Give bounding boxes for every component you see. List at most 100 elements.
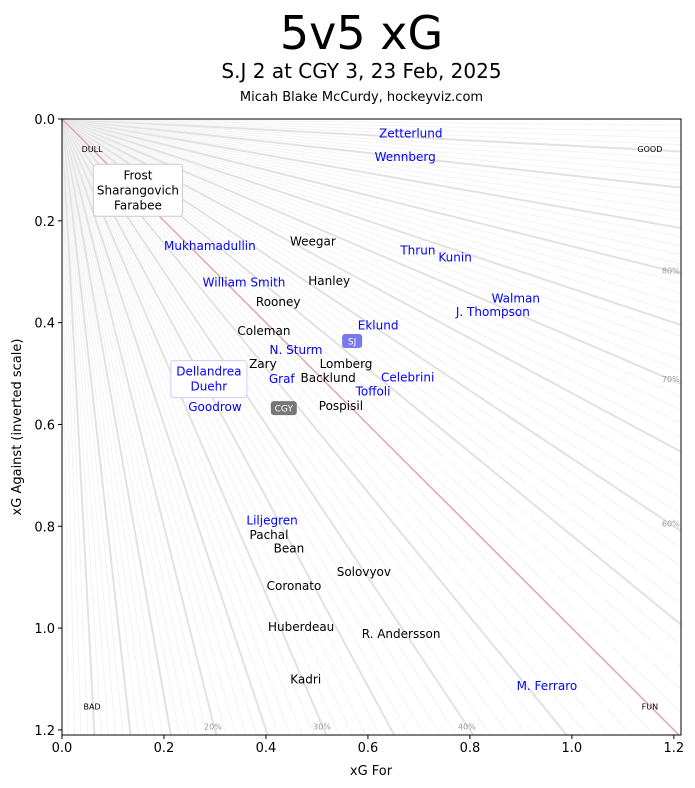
ratio-ray xyxy=(61,118,682,167)
player-label: Dellandrea xyxy=(176,365,241,379)
ratio-ray xyxy=(61,118,682,212)
ratio-ray xyxy=(61,118,510,736)
player-label: Thrun xyxy=(399,243,435,257)
ratio-ray xyxy=(61,118,425,736)
ratio-ray xyxy=(61,118,682,204)
corner-label: BAD xyxy=(84,702,101,711)
player-label: William Smith xyxy=(203,275,286,289)
ratio-ray xyxy=(61,118,208,736)
player-label: Celebrini xyxy=(381,370,434,384)
chart-credit: Micah Blake McCurdy, hockeyviz.com xyxy=(239,90,484,105)
ratio-ray xyxy=(61,118,124,736)
ratio-ray xyxy=(61,118,682,238)
ratio-ray xyxy=(61,118,682,372)
ratio-ray xyxy=(61,118,218,736)
ratio-ray xyxy=(61,118,441,736)
player-label: Zetterlund xyxy=(379,126,443,140)
x-tick-label: 0.6 xyxy=(358,741,379,756)
ratio-ray xyxy=(61,118,247,736)
ratio-ray xyxy=(61,118,682,196)
x-tick-label: 0.4 xyxy=(256,741,277,756)
x-axis-label: xG For xyxy=(350,764,393,779)
y-tick-label: 0.8 xyxy=(34,520,55,535)
player-label: Huberdeau xyxy=(268,620,334,634)
chart-marks: DULL GOOD BAD FUN 20% 30% 40% 80% 70% 60% FrostSha… xyxy=(82,126,680,731)
ratio-ray xyxy=(61,118,682,139)
player-group-box xyxy=(92,163,184,217)
ratio-ray xyxy=(61,118,303,736)
ratio-ray xyxy=(61,118,155,736)
ratio-ray xyxy=(61,118,410,736)
player-label: Lomberg xyxy=(320,357,373,371)
ratio-ray xyxy=(61,118,548,736)
player-label: Solovyov xyxy=(337,565,391,579)
team-marker xyxy=(270,401,297,416)
player-label: Goodrow xyxy=(188,400,242,414)
player-label: Farabee xyxy=(114,198,162,212)
ratio-ray xyxy=(61,118,682,360)
ratio-ray xyxy=(61,118,475,736)
axes: 0.0 0.2 0.4 0.6 0.8 1.0 1.2 0.0 0.2 0.4 0.6 0.8 1.0 1… xyxy=(34,113,684,756)
ratio-ray xyxy=(61,118,457,736)
player-label: Liljegren xyxy=(246,514,297,528)
even-diagonal xyxy=(61,118,680,736)
ratio-ray xyxy=(61,118,682,153)
ratio-ray xyxy=(61,118,682,714)
ratio-ray xyxy=(61,118,682,315)
x-tick-label: 1.2 xyxy=(664,741,685,756)
y-tick-label: 1.2 xyxy=(34,724,55,739)
player-label: Wennberg xyxy=(375,150,436,164)
ratio-ray xyxy=(61,118,82,736)
ratio-ray xyxy=(61,118,682,230)
player-label: R. Andersson xyxy=(362,627,441,641)
ratio-ray xyxy=(61,118,588,736)
ratio-ray xyxy=(61,118,269,736)
percent-label: 20% xyxy=(204,722,222,731)
ratio-ray xyxy=(61,118,198,736)
player-label: Sharangovich xyxy=(97,183,179,197)
ratio-ray xyxy=(61,118,528,736)
ratio-ray xyxy=(61,118,682,275)
ratio-ray xyxy=(61,118,682,146)
y-axis-label: xG Against (inverted scale) xyxy=(10,339,25,516)
percent-label: 60% xyxy=(662,520,680,529)
ratio-ray xyxy=(61,118,328,736)
ratio-ray xyxy=(61,118,227,736)
percent-label: 80% xyxy=(662,267,680,276)
player-label: Zary xyxy=(249,357,277,371)
ratio-ray xyxy=(61,118,258,736)
player-label: Duehr xyxy=(190,380,227,394)
ratio-ray xyxy=(61,118,682,256)
ratio-ray xyxy=(61,118,381,736)
ratio-ray xyxy=(61,118,102,736)
y-tick-label: 0.4 xyxy=(34,317,55,332)
y-tick-label: 0.0 xyxy=(34,113,55,128)
x-tick-label: 0.0 xyxy=(52,741,73,756)
ratio-ray xyxy=(61,118,109,736)
ratio-ray xyxy=(61,118,353,736)
plot-frame xyxy=(61,118,682,736)
ratio-ray xyxy=(61,118,682,349)
percent-label: 30% xyxy=(313,722,331,731)
ratio-ray xyxy=(61,118,163,736)
ratio-ray xyxy=(61,118,147,736)
player-label: Pachal xyxy=(250,528,289,542)
ratio-ray xyxy=(61,118,682,159)
ratio-ray xyxy=(61,118,492,736)
ratio-ray xyxy=(61,118,96,736)
ratio-ray xyxy=(61,118,89,736)
player-group-box xyxy=(170,360,248,399)
percent-label: 70% xyxy=(662,375,680,384)
ratio-ray xyxy=(61,118,682,265)
ratio-ray xyxy=(61,118,117,736)
ratio-ray xyxy=(61,118,682,294)
team-marker-label: CGY xyxy=(275,405,294,415)
ratio-ray xyxy=(61,118,172,736)
player-label: Backlund xyxy=(301,371,356,385)
ratio-ray xyxy=(61,118,280,736)
percent-label: 40% xyxy=(458,722,476,731)
player-label: J. Thompson xyxy=(455,305,530,319)
player-label: N. Sturm xyxy=(270,343,323,357)
